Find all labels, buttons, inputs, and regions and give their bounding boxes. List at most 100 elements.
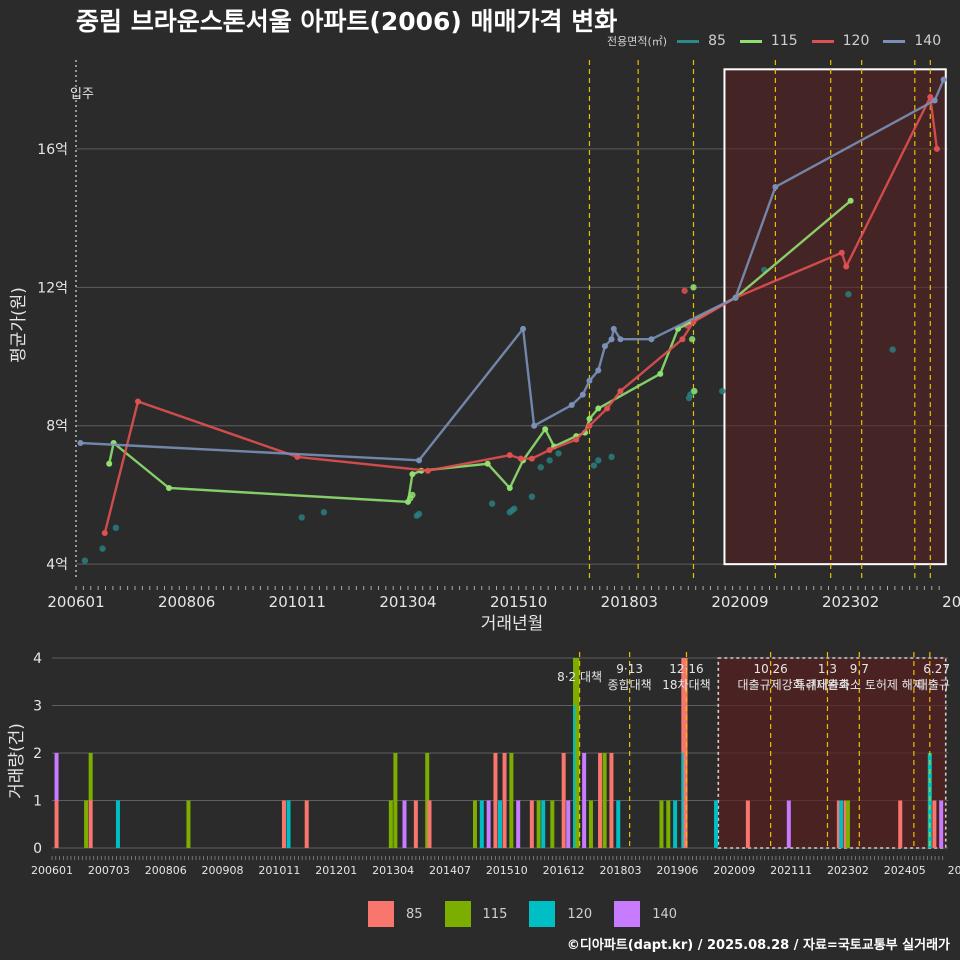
bar-x-tick-label: 201906 [656, 864, 698, 877]
volume-bar-140 [786, 800, 791, 848]
volume-bar-120 [714, 800, 719, 848]
volume-bar-115 [425, 753, 430, 848]
bar-legend: 85 115 120 140 [368, 900, 699, 928]
point-140 [579, 391, 586, 398]
policy-annotation: 규제완화 [805, 678, 849, 692]
point-120 [506, 452, 513, 459]
policy-annotation: 9·13 [616, 662, 643, 676]
line-legend: 전용면적(㎡) 85 115 120 140 [607, 32, 955, 50]
volume-bar-115 [536, 800, 541, 848]
volume-bar-120 [616, 800, 621, 848]
volume-bar-85 [683, 658, 688, 848]
legend-title: 전용면적(㎡) [607, 35, 668, 48]
volume-bar-115 [602, 753, 607, 848]
policy-annotation: 6.27 [923, 662, 950, 676]
policy-annotation: 종합대책 [608, 677, 652, 692]
point-140 [931, 97, 938, 104]
y-tick-label: 4억 [46, 557, 68, 573]
point-85 [511, 505, 518, 512]
point-140 [940, 76, 947, 83]
y-tick-label: 12억 [37, 280, 68, 296]
volume-bar-140 [939, 800, 944, 848]
volume-bar-85 [836, 800, 841, 848]
point-120 [617, 388, 624, 395]
bar-y-axis-title: 거래량(건) [7, 723, 27, 799]
y-axis-title: 평균가(원) [9, 287, 29, 363]
legend-label-115: 115 [770, 33, 798, 49]
policy-annotation: 특례대출축소 토허제 해제 [795, 678, 924, 692]
point-85 [845, 291, 852, 298]
volume-bar-115 [84, 800, 89, 848]
point-115 [690, 284, 697, 291]
bar-legend-key-140 [614, 901, 641, 927]
point-140 [595, 367, 602, 374]
chart-title: 중림 브라운스톤서울 아파트(2006) 매매가격 변화 [76, 7, 618, 36]
legend-key-85 [677, 39, 700, 43]
point-115 [657, 370, 664, 377]
bar-x-tick-label: 200806 [145, 864, 187, 877]
volume-bar-85 [609, 753, 614, 848]
volume-bar-85 [54, 800, 59, 848]
bar-legend-label-120: 120 [567, 906, 593, 922]
x-tick-label: 200806 [158, 593, 215, 611]
volume-bar-115 [388, 800, 393, 848]
volume-bar-85 [898, 800, 903, 848]
bar-x-tick-label: 202405 [884, 864, 926, 877]
legend-key-140 [883, 39, 906, 43]
bar-legend-item-85: 85 [368, 901, 423, 927]
y-tick-label: 16억 [37, 142, 68, 158]
point-120 [679, 336, 686, 343]
point-120 [517, 455, 524, 462]
point-115 [106, 460, 113, 467]
point-120 [927, 93, 934, 100]
point-120 [604, 405, 611, 412]
point-115 [542, 426, 549, 433]
volume-bar-85 [561, 753, 566, 848]
point-120 [843, 263, 850, 270]
point-115 [506, 485, 513, 492]
volume-bar-140 [486, 800, 491, 848]
volume-bar-115 [393, 753, 398, 848]
legend-item-115: 115 [739, 33, 798, 49]
point-115 [847, 197, 854, 204]
volume-bar-85 [681, 658, 686, 753]
volume-bar-120 [681, 753, 686, 848]
point-140 [77, 440, 84, 447]
point-140 [531, 422, 538, 429]
bar-legend-label-85: 85 [406, 906, 423, 922]
policy-annotation: 대출규 [917, 678, 950, 692]
point-85 [99, 545, 106, 552]
volume-bar-115 [550, 800, 555, 848]
point-140 [648, 336, 655, 343]
point-140 [617, 336, 624, 343]
bar-legend-key-120 [529, 901, 556, 927]
policy-annotation: 1.3 [818, 662, 837, 676]
volume-bar-85 [493, 753, 498, 848]
volume-bar-115 [845, 800, 850, 848]
bar-y-tick-label: 2 [33, 746, 42, 762]
volume-bar-115 [659, 800, 664, 848]
volume-bar-115 [472, 800, 477, 848]
volume-bar-140 [516, 800, 521, 848]
point-120 [424, 467, 431, 474]
point-115 [586, 415, 593, 422]
volume-bar-85 [745, 800, 750, 848]
volume-bar-140 [54, 753, 59, 801]
volume-bar-115 [186, 800, 191, 848]
point-120 [586, 422, 593, 429]
x-tick-label: 202302 [822, 593, 879, 611]
point-85 [112, 524, 120, 532]
bar-y-tick-label: 3 [33, 699, 42, 715]
policy-annotation: 18차대책 [662, 677, 710, 692]
legend-item-140: 140 [883, 33, 941, 49]
bar-x-tick-label: 200601 [31, 864, 73, 877]
volume-bar-115 [575, 658, 580, 848]
x-tick-label: 200601 [47, 593, 104, 611]
volume-bar-115 [88, 753, 93, 801]
volume-bar-85 [88, 800, 93, 848]
volume-bar-140 [402, 800, 407, 848]
legend-label-140: 140 [914, 33, 942, 49]
point-85 [889, 346, 896, 353]
volume-bar-85 [598, 753, 603, 848]
policy-annotation: 8·2 대책 [557, 669, 602, 684]
